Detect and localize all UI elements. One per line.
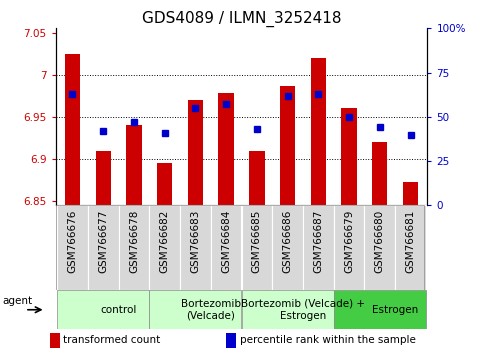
Text: GSM766685: GSM766685 <box>252 210 262 273</box>
Text: Estrogen: Estrogen <box>372 305 418 315</box>
Bar <box>372 142 387 205</box>
Bar <box>149 290 242 329</box>
Bar <box>249 150 265 205</box>
Bar <box>188 100 203 205</box>
Text: GSM766682: GSM766682 <box>160 210 170 273</box>
Bar <box>226 333 236 348</box>
Bar <box>272 205 303 290</box>
Bar <box>88 205 118 290</box>
Text: GSM766686: GSM766686 <box>283 210 293 273</box>
Bar <box>311 58 326 205</box>
Text: GSM766676: GSM766676 <box>68 210 77 273</box>
Text: GSM766678: GSM766678 <box>129 210 139 273</box>
Bar <box>242 205 272 290</box>
Bar <box>57 205 88 290</box>
Title: GDS4089 / ILMN_3252418: GDS4089 / ILMN_3252418 <box>142 11 341 27</box>
Bar <box>218 93 234 205</box>
Bar <box>334 205 365 290</box>
Bar <box>334 290 426 329</box>
Bar <box>96 150 111 205</box>
Text: GSM766679: GSM766679 <box>344 210 354 273</box>
Bar <box>403 182 418 205</box>
Text: transformed count: transformed count <box>63 335 161 345</box>
Bar <box>341 108 357 205</box>
Bar <box>149 205 180 290</box>
Text: GSM766677: GSM766677 <box>98 210 108 273</box>
Text: Bortezomib
(Velcade): Bortezomib (Velcade) <box>181 299 241 321</box>
Bar <box>118 205 149 290</box>
Bar <box>180 205 211 290</box>
Bar <box>65 53 80 205</box>
Text: control: control <box>100 305 137 315</box>
Bar <box>211 205 242 290</box>
Text: GSM766683: GSM766683 <box>190 210 200 273</box>
Text: percentile rank within the sample: percentile rank within the sample <box>240 335 415 345</box>
Text: GSM766684: GSM766684 <box>221 210 231 273</box>
Bar <box>157 163 172 205</box>
Bar <box>126 125 142 205</box>
Text: GSM766680: GSM766680 <box>375 210 385 273</box>
Text: Bortezomib (Velcade) +
Estrogen: Bortezomib (Velcade) + Estrogen <box>241 299 365 321</box>
Bar <box>242 290 334 329</box>
Bar <box>395 205 426 290</box>
Bar <box>365 205 395 290</box>
Bar <box>280 86 295 205</box>
Text: agent: agent <box>3 296 33 306</box>
Bar <box>57 290 149 329</box>
Text: GSM766687: GSM766687 <box>313 210 323 273</box>
Text: GSM766681: GSM766681 <box>406 210 415 273</box>
Bar <box>50 333 59 348</box>
Bar <box>303 205 334 290</box>
